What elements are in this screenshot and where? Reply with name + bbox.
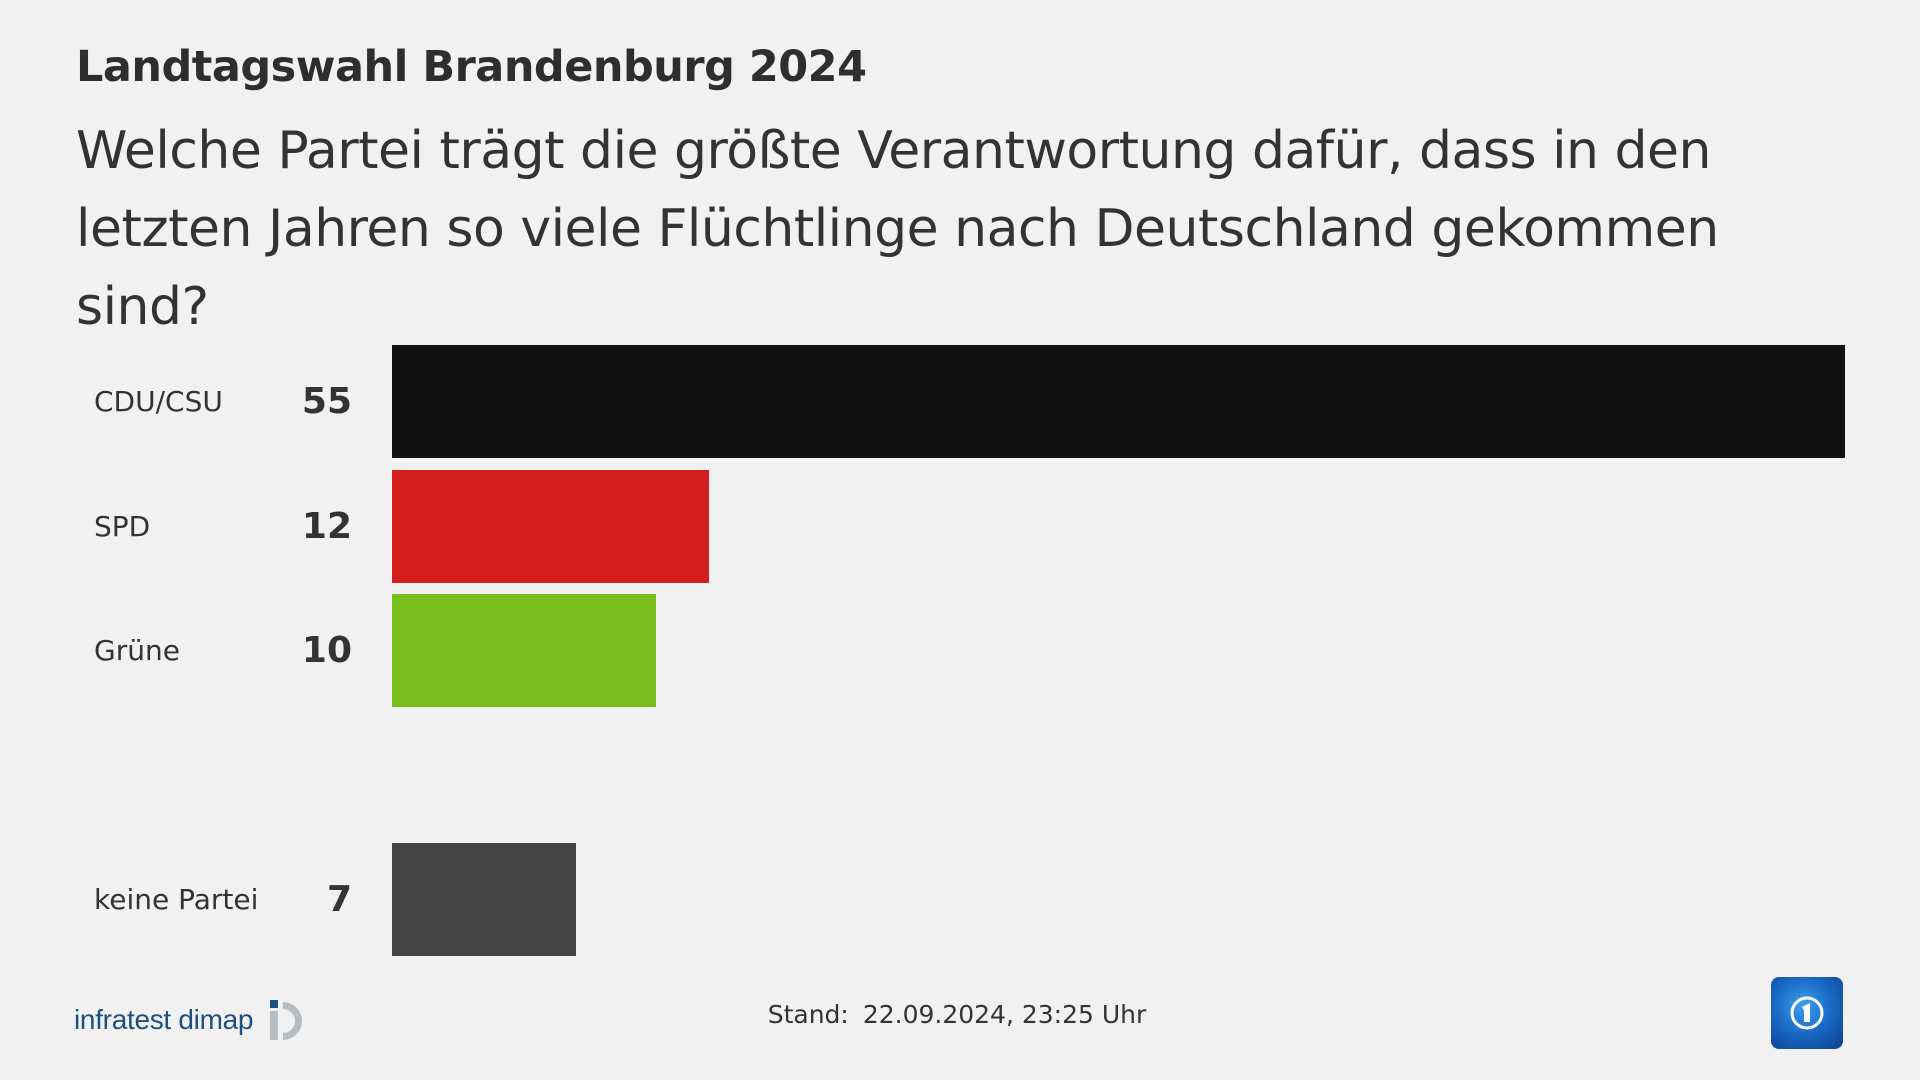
bar-value: 10	[301, 630, 352, 671]
timestamp: Stand: 22.09.2024, 23:25 Uhr	[0, 1000, 1920, 1029]
bar-row-spd: SPD 12	[0, 470, 1920, 583]
bar	[392, 470, 709, 583]
chart-title: Welche Partei trägt die größte Verantwor…	[76, 121, 1719, 337]
bar	[392, 345, 1845, 458]
bar-row-gruene: Grüne 10	[0, 594, 1920, 707]
bar-row-keine-partei: keine Partei 7	[0, 843, 1920, 956]
stand-label: Stand:	[767, 1000, 849, 1029]
bar-value: 12	[301, 506, 352, 547]
bar-row-cdu-csu: CDU/CSU 55	[0, 345, 1920, 458]
bar-value: 55	[301, 381, 352, 422]
chart-kicker: Landtagswahl Brandenburg 2024	[76, 42, 867, 92]
bar	[392, 843, 576, 956]
bar-label: keine Partei	[94, 883, 259, 916]
bar-label: Grüne	[94, 634, 180, 667]
infratest-dimap-icon	[270, 1000, 303, 1040]
source-logo-text: infratest dimap	[74, 1004, 254, 1035]
bar	[392, 594, 656, 707]
stand-value: 22.09.2024, 23:25 Uhr	[862, 1000, 1147, 1029]
bar-label: SPD	[94, 510, 151, 543]
bar-value: 7	[326, 879, 352, 920]
infratest-dimap-logo: infratest dimap	[74, 995, 313, 1045]
bar-label: CDU/CSU	[94, 385, 223, 418]
tagesschau-icon	[1771, 977, 1843, 1049]
